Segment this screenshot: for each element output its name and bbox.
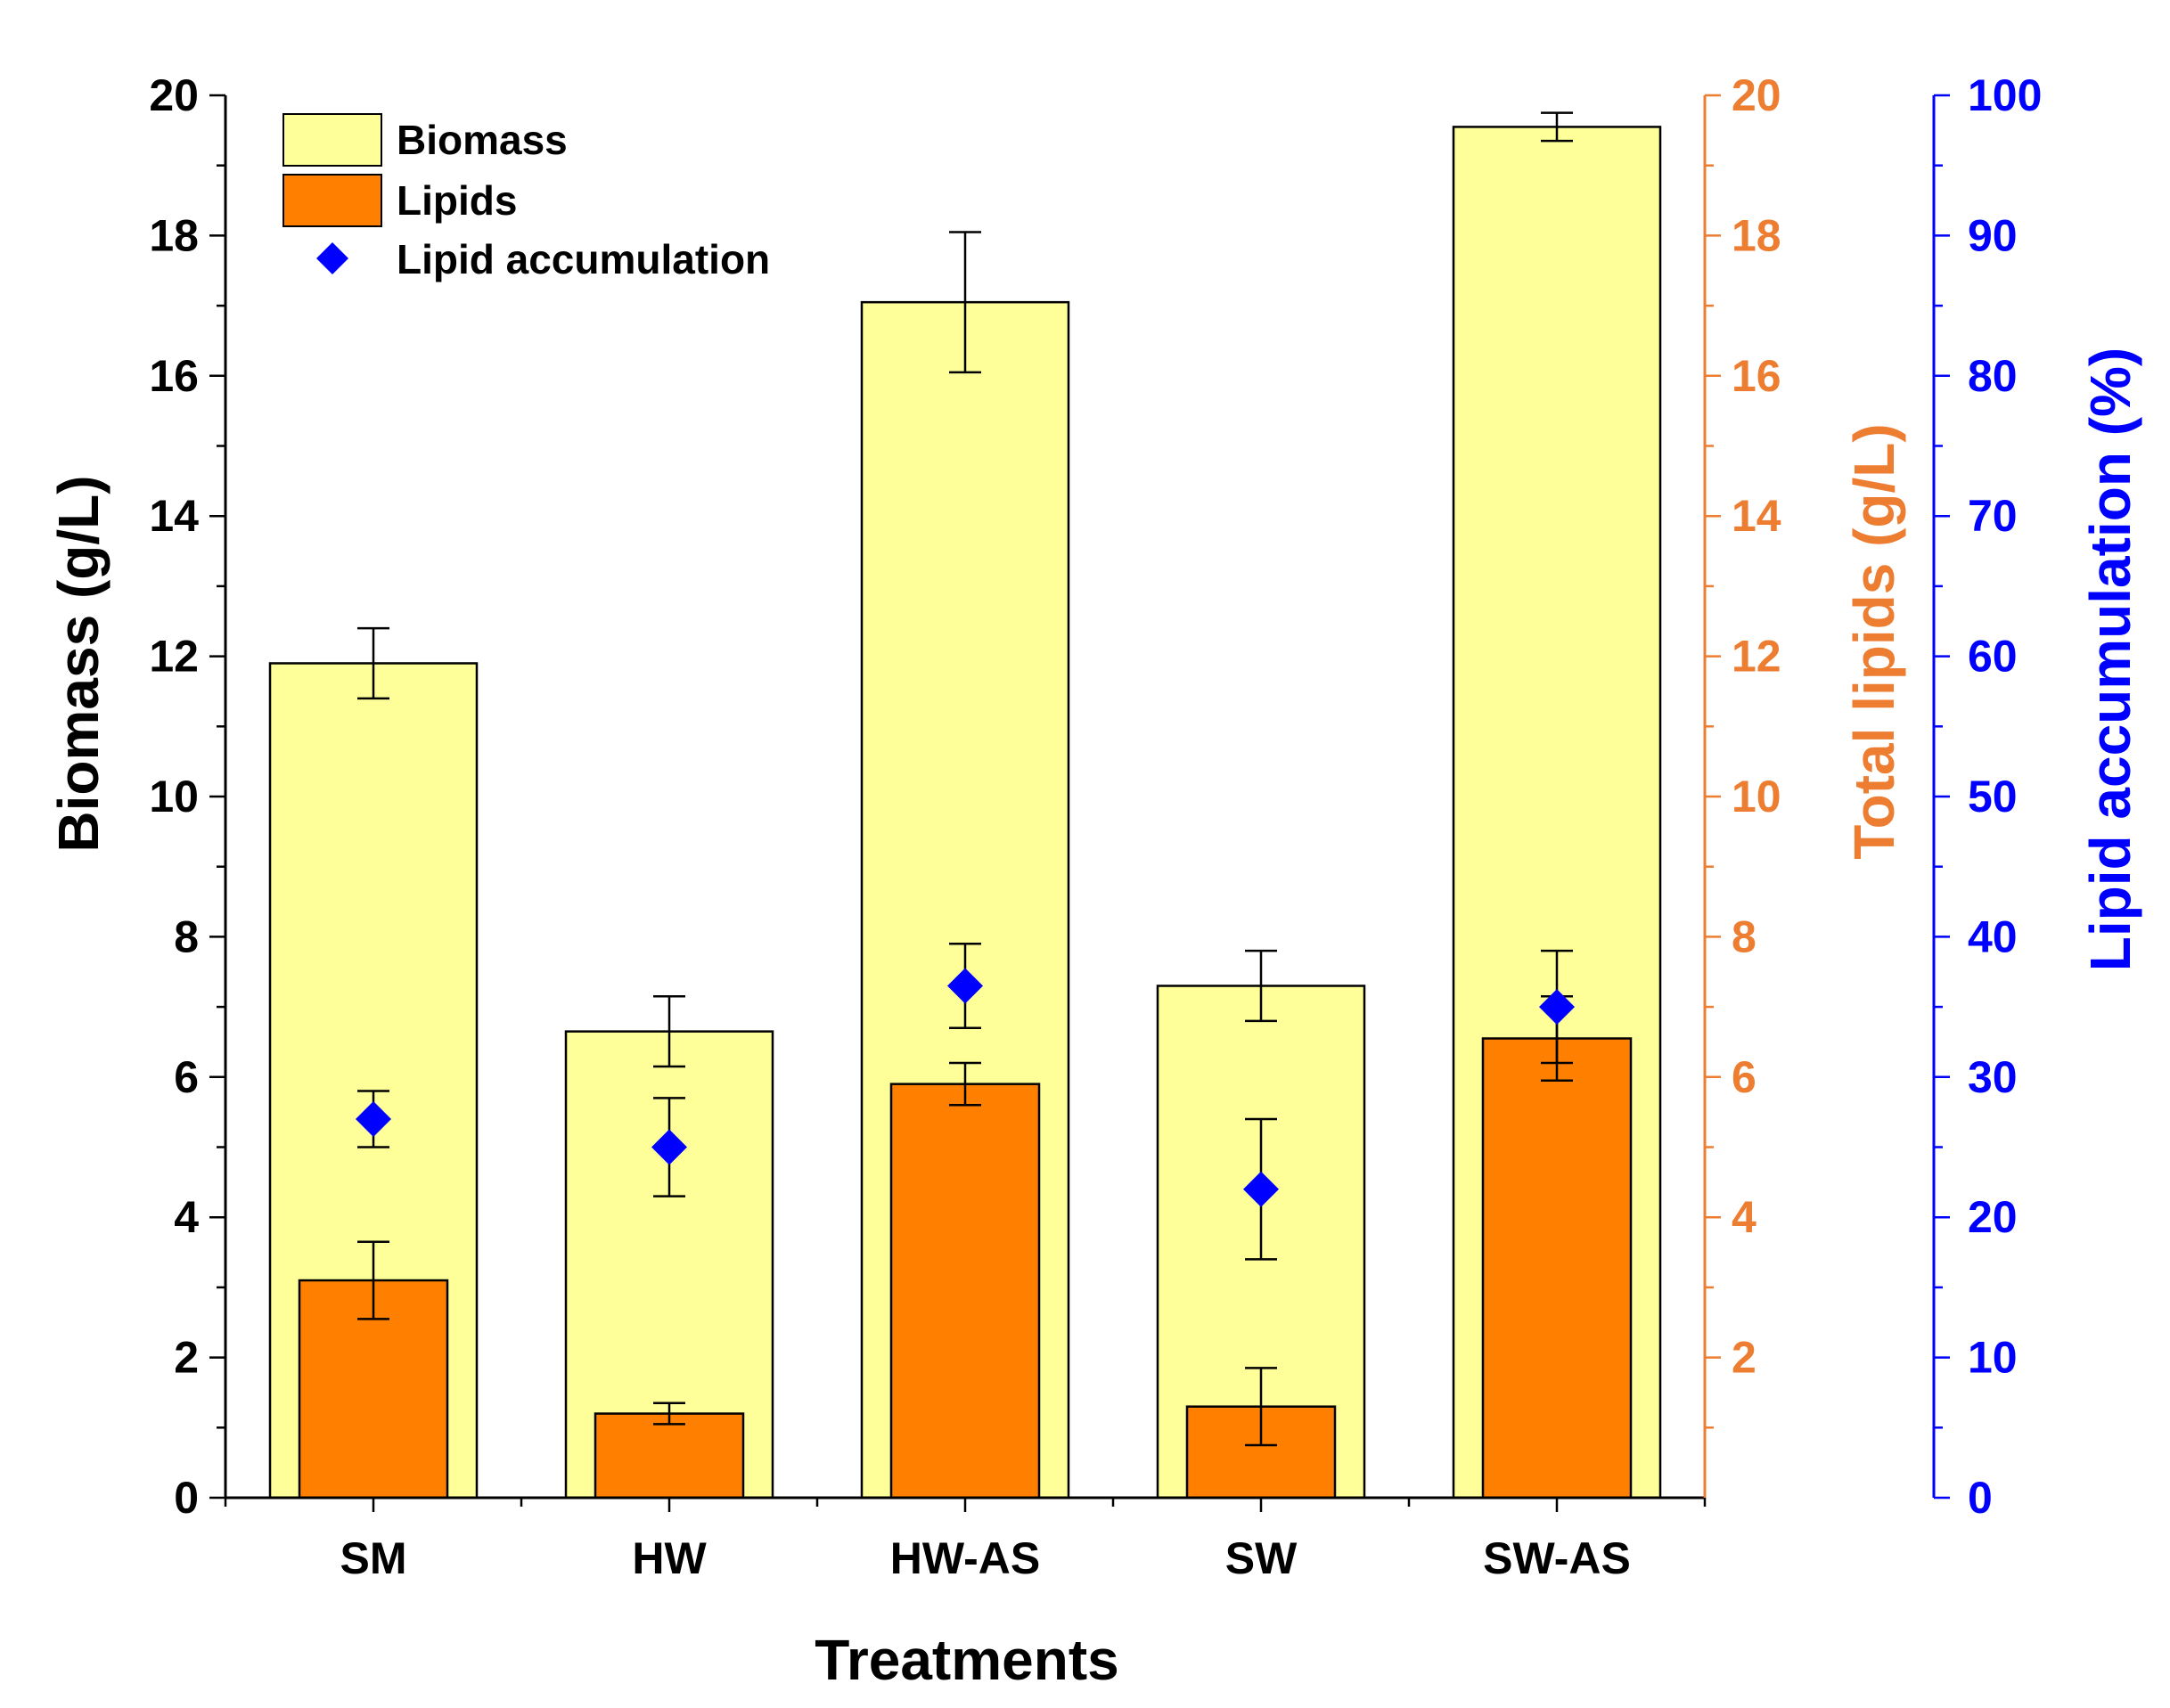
legend-lipids-label: Lipids xyxy=(397,177,517,224)
y-tick-label: 4 xyxy=(174,1192,199,1242)
legend: Biomass Lipids Lipid accumulation xyxy=(283,113,770,282)
accumulation-marker-sm xyxy=(356,1101,391,1138)
y-tick-label: 10 xyxy=(149,772,199,821)
accumulation-marker-sw xyxy=(1243,1171,1279,1207)
y3-tick-label: 90 xyxy=(1968,210,2018,260)
markers-layer xyxy=(356,968,1575,1207)
y2-tick-label: 2 xyxy=(1732,1333,1756,1383)
y-tick-label: 16 xyxy=(149,351,199,401)
y2-tick-label: 8 xyxy=(1732,911,1756,961)
y2-tick-label: 6 xyxy=(1732,1052,1756,1102)
y3-axis-title: Lipid accumulation (%) xyxy=(2078,347,2142,971)
y3-tick-label: 30 xyxy=(1968,1052,2018,1102)
y2-tick-label: 4 xyxy=(1732,1192,1756,1242)
accumulation-marker-sw-as xyxy=(1539,989,1575,1026)
biomass-error-sm xyxy=(357,626,389,700)
y3-tick-label: 50 xyxy=(1968,772,2018,821)
x-tick-label-sw: SW xyxy=(1225,1533,1298,1583)
lipids-error-sw xyxy=(1245,1367,1277,1447)
y2-axis-title: Total lipids (g/L) xyxy=(1842,423,1906,859)
y3-tick-label: 60 xyxy=(1968,632,2018,682)
y3-tick-label: 20 xyxy=(1968,1192,2018,1242)
biomass-error-hw xyxy=(653,995,685,1068)
lipids-bar-hw xyxy=(594,1412,745,1500)
x-tick-label-sm: SM xyxy=(340,1533,407,1583)
legend-lipid-accumulation-label: Lipid accumulation xyxy=(397,236,770,282)
y3-tick-label: 80 xyxy=(1968,351,2018,401)
legend-lipid-accumulation-marker xyxy=(316,242,348,274)
legend-lipids-swatch xyxy=(283,174,382,227)
y-tick-label: 18 xyxy=(149,210,199,260)
x-tick-label-hw-as: HW-AS xyxy=(890,1533,1040,1583)
y2-tick-label: 20 xyxy=(1732,70,1781,120)
y-tick-label: 14 xyxy=(149,491,199,541)
x-axis-title: Treatments xyxy=(815,1628,1118,1692)
biomass-error-sw xyxy=(1245,949,1277,1023)
y2-tick-label: 16 xyxy=(1732,351,1781,401)
y3-tick-label: 70 xyxy=(1968,491,2018,541)
y3-tick-label: 0 xyxy=(1968,1473,1993,1523)
y-tick-label: 20 xyxy=(149,70,199,120)
lipids-error-hw xyxy=(653,1402,685,1426)
y3-tick-label: 10 xyxy=(1968,1333,2018,1383)
y-tick-label: 6 xyxy=(174,1052,199,1102)
lipids-error-hw-as xyxy=(949,1061,981,1107)
y2-tick-label: 12 xyxy=(1732,632,1781,682)
y3-tick-label: 40 xyxy=(1968,911,2018,961)
legend-biomass-label: Biomass xyxy=(397,117,568,163)
accumulation-marker-hw xyxy=(651,1129,687,1165)
x-tick-label-sw-as: SW-AS xyxy=(1483,1533,1631,1583)
biomass-error-sw-as xyxy=(1541,111,1573,143)
x-tick-label-hw: HW xyxy=(632,1533,707,1583)
accumulation-marker-hw-as xyxy=(947,968,983,1004)
y2-tick-label: 10 xyxy=(1732,772,1781,821)
lipids-bar-sw-as xyxy=(1481,1037,1633,1500)
ticks-layer: SM HW HW-AS SW SW-AS 0 2 4 6 8 10 12 14 16 18 20 2 4 6 8 10 1… xyxy=(149,70,2042,1583)
y-axis-title: Biomass (g/L) xyxy=(46,475,111,852)
y-tick-label: 12 xyxy=(149,632,199,682)
y-tick-label: 0 xyxy=(174,1473,199,1523)
legend-biomass-swatch xyxy=(283,113,382,167)
lipids-bar-hw-as xyxy=(889,1083,1041,1500)
y-tick-label: 8 xyxy=(174,911,199,961)
y2-tick-label: 18 xyxy=(1732,210,1781,260)
y3-tick-label: 100 xyxy=(1968,70,2042,120)
lipids-error-sm xyxy=(357,1240,389,1320)
y2-tick-label: 14 xyxy=(1732,491,1781,541)
biomass-error-hw-as xyxy=(949,231,981,374)
axes-layer xyxy=(209,94,1950,1512)
y-tick-label: 2 xyxy=(174,1333,199,1383)
